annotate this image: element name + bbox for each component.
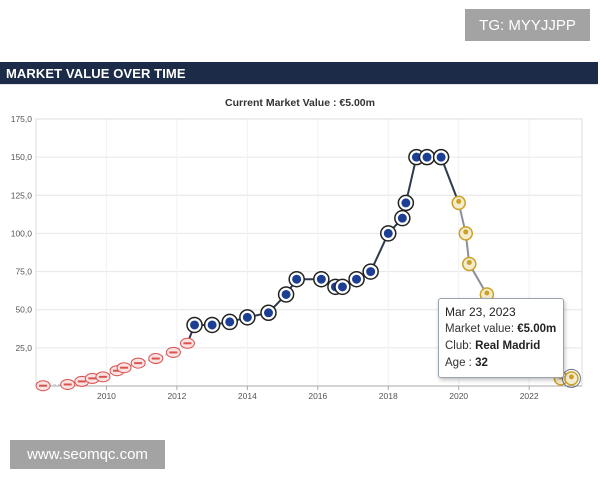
early-club-badge-stripe <box>98 375 107 378</box>
section-title: MARKET VALUE OVER TIME <box>6 65 186 81</box>
y-tick-label: 175,0 <box>11 114 33 124</box>
x-tick-label: 2010 <box>97 391 116 401</box>
tooltip-club: Club: Real Madrid <box>445 338 557 355</box>
chelsea-badge-center <box>206 319 218 331</box>
tooltip-age-value: 32 <box>475 357 488 369</box>
chart-tooltip: Mar 23, 2023 Market value: €5.00m Club: … <box>438 298 564 378</box>
chelsea-badge-center <box>291 273 303 285</box>
early-club-badge-stripe <box>77 380 86 383</box>
y-tick-label: 75,0 <box>15 267 32 277</box>
x-tick-label: 2018 <box>379 391 398 401</box>
real-madrid-crown <box>463 229 469 235</box>
real-madrid-crown <box>456 198 462 204</box>
chelsea-badge-center <box>365 266 377 278</box>
tooltip-age-label: Age : <box>445 357 472 369</box>
chelsea-badge-center <box>241 311 253 323</box>
x-tick-label: 2014 <box>238 391 257 401</box>
real-madrid-crown <box>568 374 574 380</box>
tooltip-value-label: Market value: <box>445 323 515 335</box>
chelsea-badge-center <box>280 288 292 300</box>
chelsea-badge-center <box>224 316 236 328</box>
early-club-badge-stripe <box>63 383 72 386</box>
y-tick-label: 100,0 <box>11 228 33 238</box>
real-madrid-crown <box>484 290 490 296</box>
y-tick-label: 50,0 <box>15 305 32 315</box>
x-tick-label: 2012 <box>167 391 186 401</box>
tooltip-club-name: Real Madrid <box>475 340 541 352</box>
chelsea-badge-center <box>189 319 201 331</box>
highlighted-point-ring <box>561 368 581 388</box>
early-club-badge-stripe <box>88 377 97 380</box>
chelsea-badge-center <box>262 307 274 319</box>
chelsea-badge-center <box>421 151 433 163</box>
chelsea-badge-center <box>336 281 348 293</box>
tooltip-market-value: Market value: €5.00m <box>445 321 557 338</box>
early-club-badge-stripe <box>113 369 122 372</box>
y-tick-label: 125,0 <box>11 190 33 200</box>
chelsea-badge-center <box>351 273 363 285</box>
early-club-badge-stripe <box>134 362 143 365</box>
early-club-badge-stripe <box>183 342 192 345</box>
early-club-badge-stripe <box>151 357 160 360</box>
chelsea-badge-center <box>396 212 408 224</box>
x-tick-label: 2016 <box>308 391 327 401</box>
watermark-website: www.seomqc.com <box>10 440 165 469</box>
tooltip-age: Age : 32 <box>445 355 557 372</box>
axis-layer: 25,0 50,0 75,0 100,0 125,0 150,0 175,0 2010 2012… <box>11 114 582 401</box>
real-madrid-crown <box>466 259 472 265</box>
y-tick-label: 25,0 <box>15 343 32 353</box>
chart-title: Current Market Value : €5.00m <box>225 97 375 109</box>
header-divider <box>0 84 598 85</box>
market-value-chart: 25,0 50,0 75,0 100,0 125,0 150,0 175,0 2010 2012… <box>11 97 583 401</box>
y-tick-label: 150,0 <box>11 152 33 162</box>
early-club-badge-stripe <box>39 384 48 387</box>
chelsea-badge-center <box>435 151 447 163</box>
x-tick-label: 2022 <box>520 391 539 401</box>
x-tick-label: 2020 <box>449 391 468 401</box>
watermark-tg: TG: MYYJJPP <box>465 9 590 41</box>
early-club-badge-stripe <box>169 351 178 354</box>
chelsea-badge-center <box>400 197 412 209</box>
chelsea-badge-center <box>382 227 394 239</box>
early-club-badge-stripe <box>120 366 129 369</box>
tooltip-date: Mar 23, 2023 <box>445 305 516 319</box>
section-title-bar: MARKET VALUE OVER TIME <box>0 62 598 84</box>
tooltip-club-label: Club: <box>445 340 472 352</box>
tooltip-value: €5.00m <box>517 323 557 335</box>
chelsea-badge-center <box>315 273 327 285</box>
